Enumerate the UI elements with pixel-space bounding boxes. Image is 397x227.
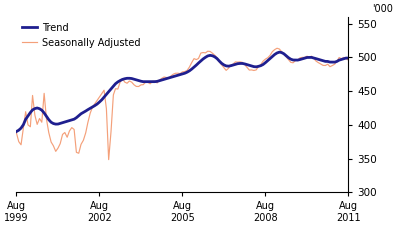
Text: '000: '000: [372, 4, 393, 14]
Legend: Trend, Seasonally Adjusted: Trend, Seasonally Adjusted: [18, 19, 144, 52]
